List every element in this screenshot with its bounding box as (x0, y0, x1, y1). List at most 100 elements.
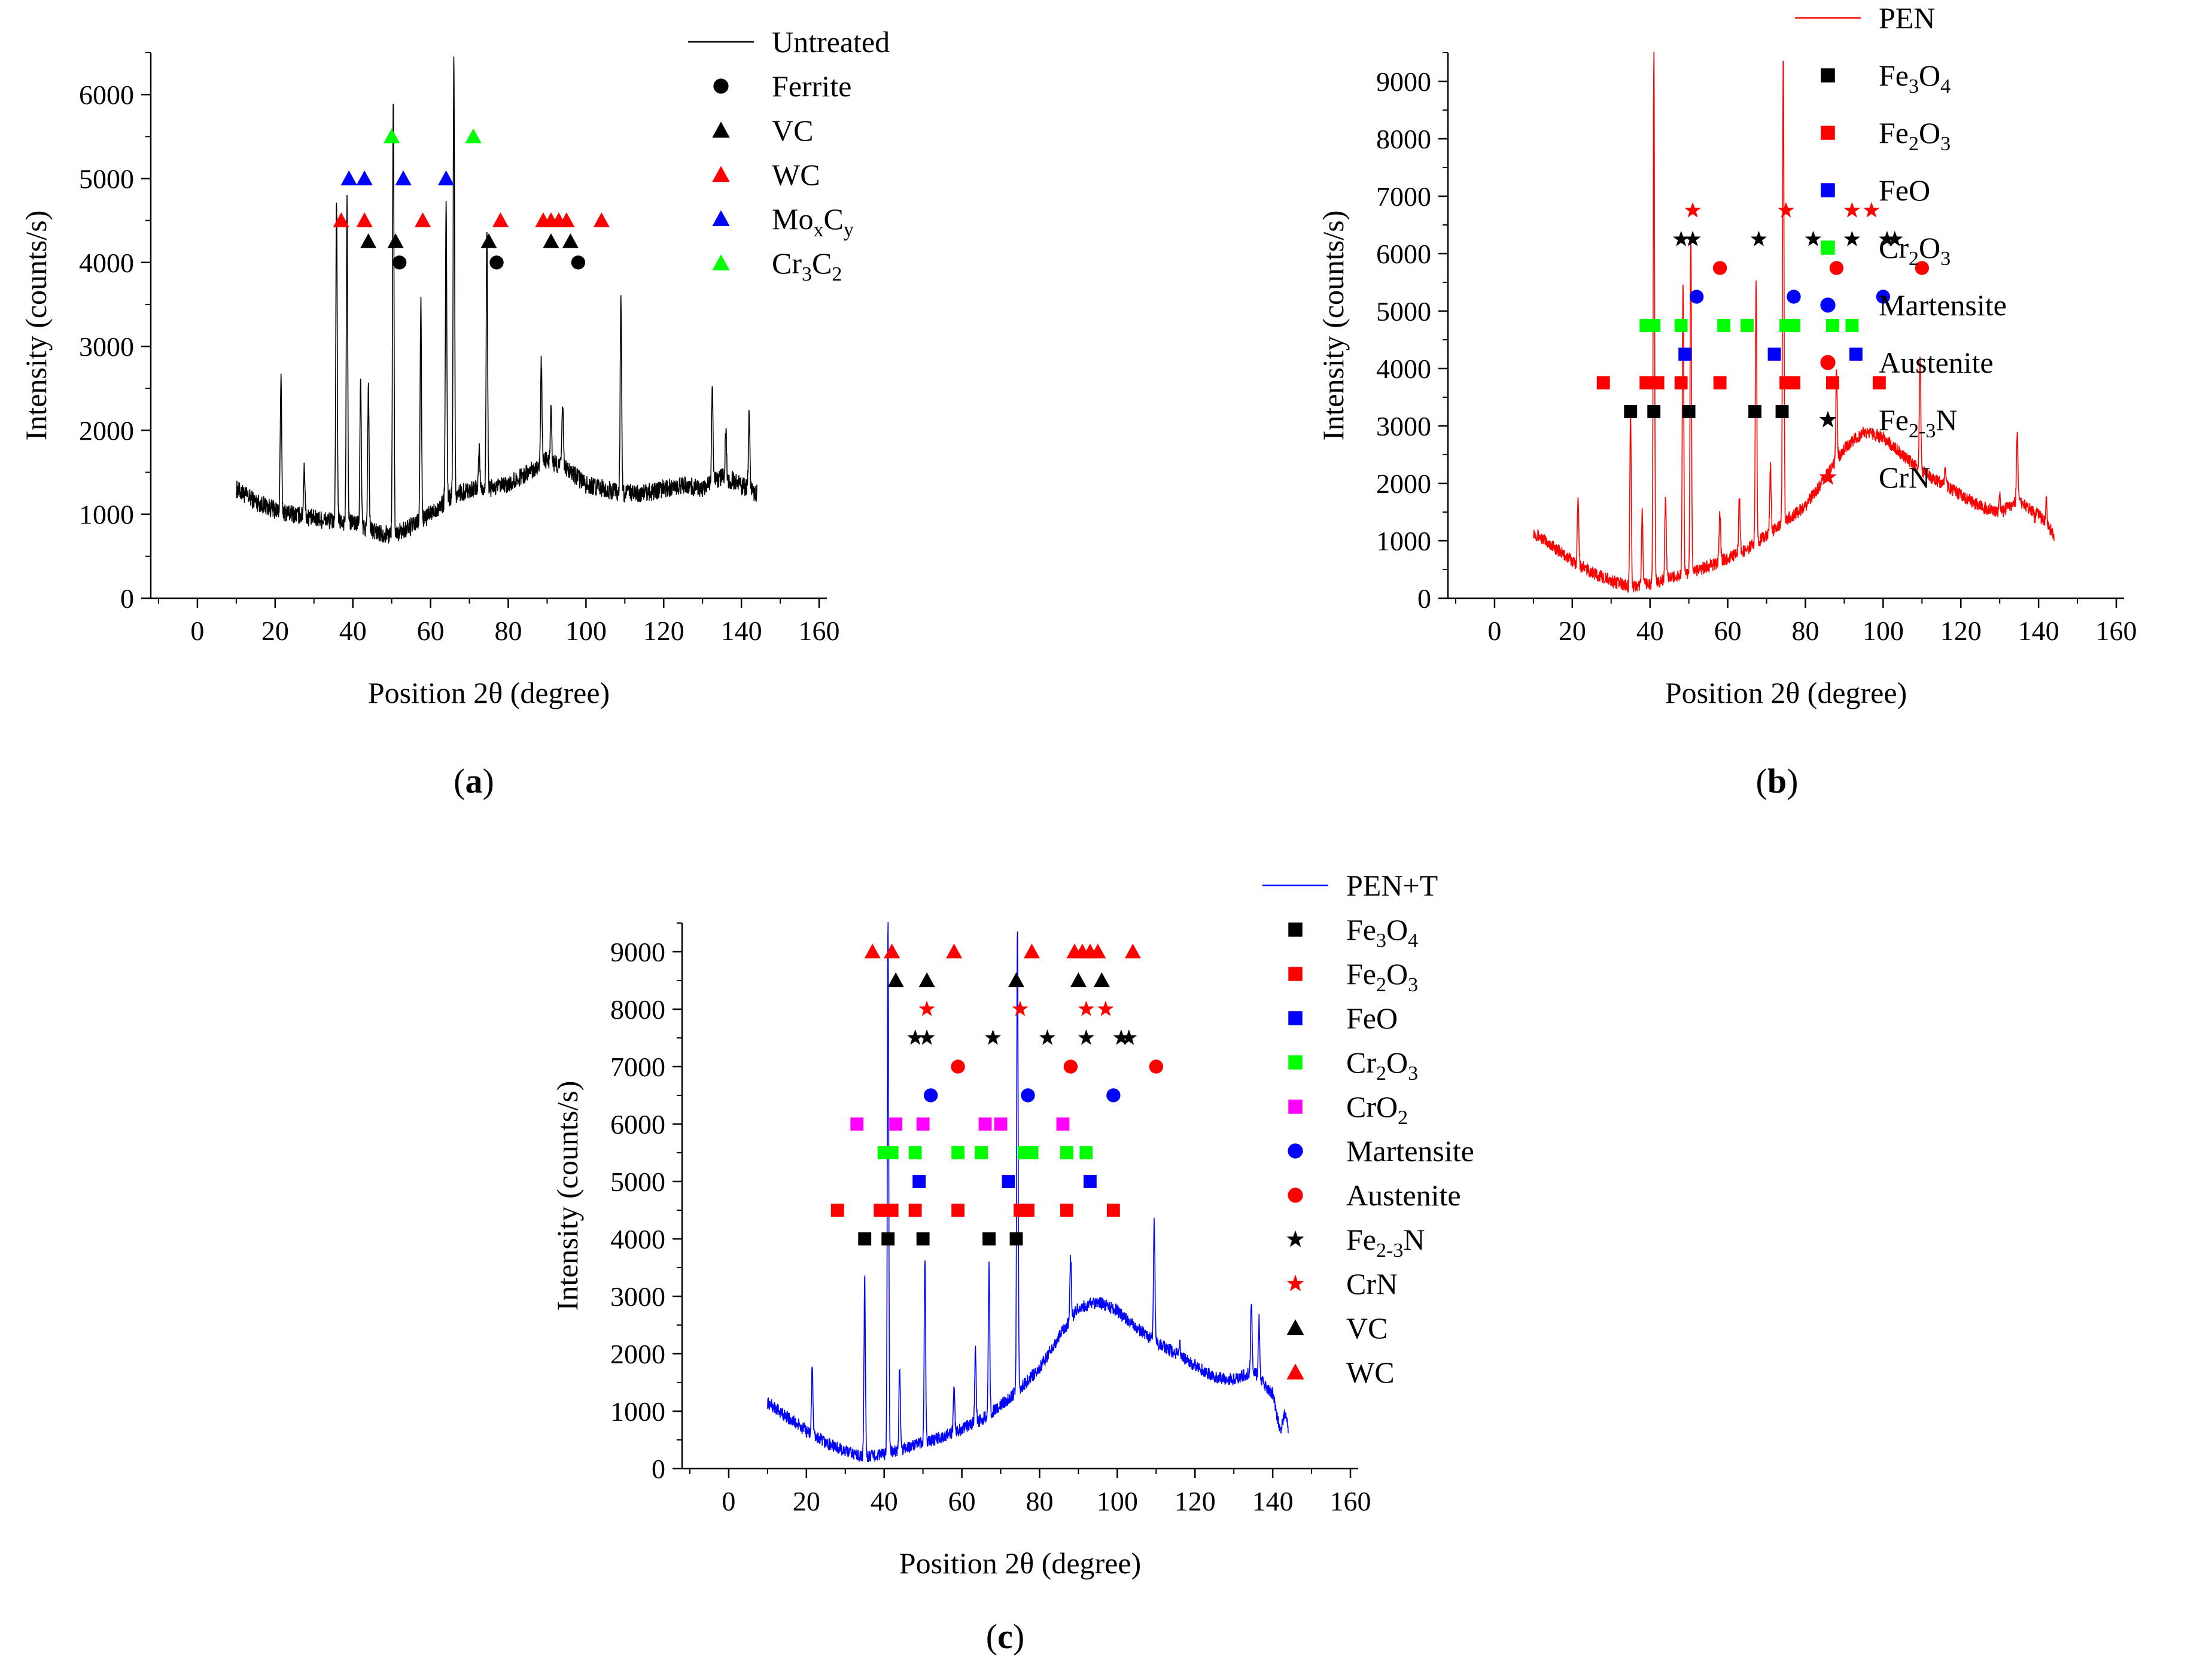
marker-cr2o3 (1845, 319, 1859, 332)
marker-fe3o4 (881, 1232, 895, 1245)
legend-label: Martensite (1346, 1134, 1474, 1168)
marker-cro2 (978, 1117, 992, 1131)
legend-label: WC (772, 158, 820, 191)
marker-cro2 (916, 1117, 930, 1131)
marker-cr2o3 (1741, 319, 1754, 332)
x-tick-label: 160 (1330, 1486, 1371, 1516)
marker-austenite (1712, 261, 1727, 275)
legend-label: Untreated (772, 25, 890, 59)
y-tick-label: 4000 (610, 1224, 665, 1254)
marker-cro2 (850, 1117, 864, 1131)
marker-vc (360, 233, 377, 248)
y-tick-label: 6000 (1376, 239, 1431, 269)
marker-vc (562, 233, 579, 248)
marker-vc (1008, 972, 1025, 988)
marker-fe2-3n (1887, 230, 1903, 246)
series-line-untreated (236, 56, 757, 544)
marker-mo-xc-y (356, 170, 373, 185)
legend-symbol (1821, 183, 1835, 197)
x-axis-label: Position 2θ (degree) (899, 1546, 1141, 1580)
marker-cro2 (994, 1117, 1008, 1131)
legend-item: WC (1286, 1356, 1395, 1389)
marker-fe2o3 (1106, 1204, 1120, 1217)
x-axis-label: Position 2θ (degree) (368, 676, 610, 709)
legend-symbol (1820, 297, 1836, 313)
legend-label: Fe2-3N (1879, 403, 1957, 442)
y-tick-label: 3000 (610, 1281, 665, 1312)
marker-vc (887, 972, 904, 988)
marker-feo (1849, 348, 1863, 361)
marker-wc (864, 943, 881, 959)
x-tick-label: 0 (722, 1486, 735, 1516)
y-tick-label: 9000 (610, 937, 665, 967)
legend-symbol (1288, 967, 1303, 981)
x-tick-label: 20 (261, 616, 289, 646)
legend-item: Martensite (1820, 288, 2007, 322)
marker-wc (1090, 943, 1106, 959)
marker-cr2o3 (1826, 319, 1839, 332)
marker-cro2 (1056, 1117, 1070, 1131)
x-tick-label: 60 (1714, 616, 1742, 646)
marker-cr2o3 (1717, 319, 1731, 332)
marker-wc (1124, 943, 1141, 959)
marker-cro2 (889, 1117, 903, 1131)
legend-symbol (1819, 410, 1837, 428)
marker-wc (333, 212, 349, 227)
legend-label: Cr2O3 (1879, 231, 1951, 270)
marker-fe2o3 (1021, 1204, 1035, 1217)
marker-wc (356, 212, 373, 227)
legend-label: Cr3C2 (772, 246, 842, 285)
marker-austenite (1915, 261, 1929, 275)
legend-item: FeO (1821, 173, 1930, 207)
legend-symbol (1286, 1319, 1304, 1335)
marker-crn (1843, 202, 1860, 218)
x-tick-label: 120 (1175, 1486, 1216, 1516)
marker-vc (480, 233, 497, 248)
legend-label: Fe3O4 (1879, 59, 1951, 98)
legend-label: WC (1346, 1356, 1395, 1389)
y-tick-label: 4000 (79, 248, 134, 278)
marker-fe2o3 (830, 1204, 844, 1217)
legend-item: Fe2O3 (1288, 957, 1418, 996)
marker-fe2-3n (1843, 230, 1860, 246)
legend-item: Ferrite (713, 69, 851, 103)
legend-item: PEN+T (1262, 869, 1438, 902)
y-tick-label: 3000 (1376, 411, 1431, 441)
marker-crn (1778, 202, 1794, 218)
legend-label: Cr2O3 (1346, 1046, 1418, 1085)
marker-austenite (1063, 1059, 1078, 1074)
marker-feo (1767, 348, 1781, 361)
marker-mo-xc-y (340, 170, 357, 185)
marker-fe2o3 (1872, 376, 1886, 389)
y-tick-label: 5000 (610, 1167, 665, 1197)
series-line-pen-t (767, 922, 1289, 1463)
marker-fe2o3 (1787, 376, 1800, 389)
x-tick-label: 140 (721, 616, 762, 646)
marker-fe3o4 (1775, 405, 1789, 418)
marker-wc (415, 212, 431, 227)
x-tick-label: 120 (643, 616, 684, 646)
marker-feo (1083, 1175, 1097, 1188)
legend-label: VC (1346, 1311, 1388, 1345)
legend-label: Fe2-3N (1346, 1223, 1425, 1262)
marker-martensite (923, 1088, 938, 1103)
marker-mo-xc-y (395, 170, 412, 185)
marker-wc (946, 943, 963, 959)
x-tick-label: 0 (1487, 616, 1501, 646)
legend-symbol (1821, 240, 1835, 255)
marker-feo (1678, 348, 1692, 361)
legend-symbol (1288, 1100, 1303, 1114)
legend-item: Fe2O3 (1821, 116, 1951, 155)
legend-label: Ferrite (772, 69, 851, 103)
marker-martensite (1106, 1088, 1121, 1103)
legend-symbol (1819, 468, 1837, 485)
marker-wc (884, 943, 900, 959)
y-tick-label: 8000 (1376, 124, 1431, 154)
x-tick-label: 160 (2096, 616, 2137, 646)
legend-item: FeO (1288, 1001, 1398, 1035)
legend-label: Fe2O3 (1346, 957, 1418, 996)
x-tick-label: 0 (190, 616, 204, 646)
legend-symbol (1821, 68, 1835, 83)
legend-item: CrN (1819, 461, 1930, 494)
legend-item: Cr3C2 (712, 246, 842, 285)
